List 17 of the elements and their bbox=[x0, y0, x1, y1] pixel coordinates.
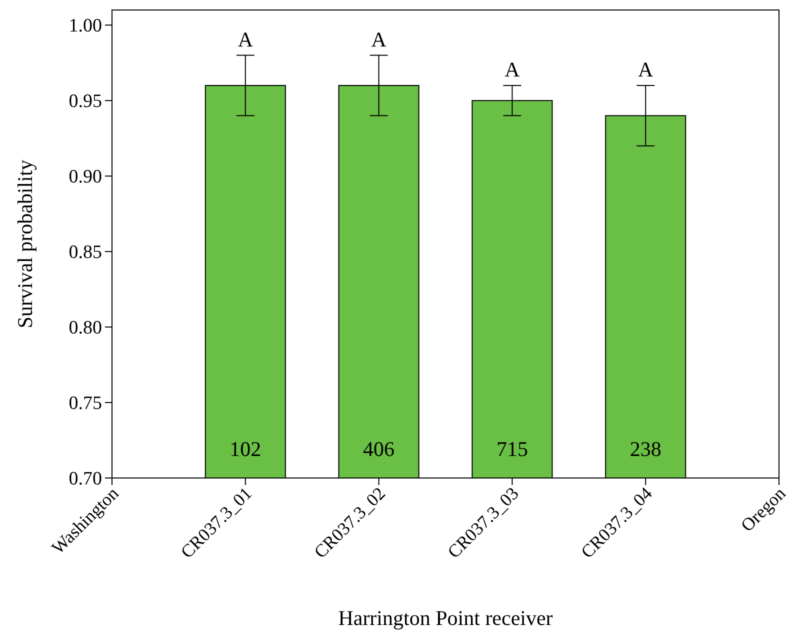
annotation: 238 bbox=[630, 437, 662, 461]
annotation: A bbox=[504, 57, 521, 82]
y-tick-label: 0.95 bbox=[68, 91, 102, 112]
annotation: 715 bbox=[496, 437, 528, 461]
y-tick-label: 0.85 bbox=[68, 242, 102, 264]
y-tick-label: 0.70 bbox=[68, 468, 102, 490]
annotation: A bbox=[371, 27, 388, 52]
y-tick-label: 0.80 bbox=[68, 318, 102, 339]
y-tick-label: 0.90 bbox=[68, 166, 102, 188]
annotation: A bbox=[638, 57, 654, 82]
y-tick-label: 0.75 bbox=[68, 393, 102, 414]
y-axis-title: Survival probability bbox=[13, 159, 37, 328]
annotation: A bbox=[238, 27, 254, 52]
x-axis-title: Harrington Point receiver bbox=[338, 606, 553, 630]
annotation: 102 bbox=[230, 437, 262, 461]
y-tick-label: 1.00 bbox=[68, 16, 102, 37]
annotation: 406 bbox=[363, 437, 395, 461]
